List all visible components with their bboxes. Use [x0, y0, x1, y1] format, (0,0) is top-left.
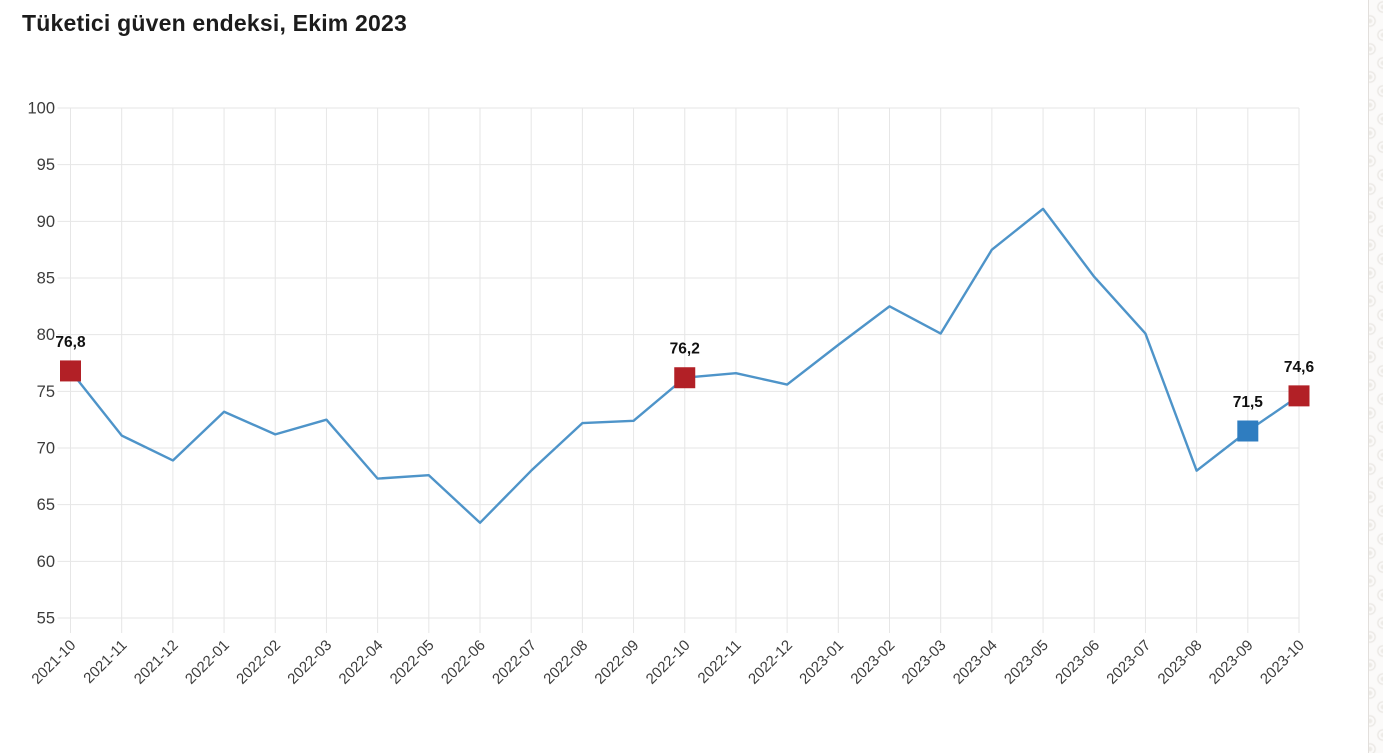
- x-tick-label: 2022-11: [695, 637, 745, 687]
- data-point-label-2023-09: 71,5: [1233, 394, 1264, 411]
- data-point-marker-2023-09: [1237, 420, 1259, 442]
- x-tick-label: 2021-12: [131, 637, 182, 688]
- y-tick-label: 55: [37, 610, 55, 628]
- x-tick-label: 2022-07: [489, 637, 540, 688]
- x-tick-label: 2022-10: [643, 637, 694, 688]
- y-tick-label: 60: [37, 553, 55, 571]
- data-point-marker-2022-10: [674, 367, 696, 389]
- y-axis-tick-labels: 55 60 65 70 75 80 85 90 95 100: [27, 100, 55, 628]
- x-tick-label: 2023-07: [1103, 637, 1154, 688]
- x-tick-label: 2023-04: [950, 637, 1001, 688]
- page-background-pattern-strip: [1368, 0, 1383, 753]
- data-point-label-2022-10: 76,2: [670, 341, 700, 358]
- x-tick-label: 2023-10: [1257, 637, 1308, 688]
- y-tick-label: 65: [37, 496, 55, 514]
- data-point-marker-2021-10: [60, 360, 81, 382]
- highlighted-points-group: 76,8 76,2 71,5 74,6: [55, 334, 1314, 442]
- x-tick-label: 2022-04: [335, 637, 386, 688]
- data-point-marker-2023-10: [1288, 385, 1310, 407]
- y-tick-label: 80: [37, 326, 55, 344]
- x-tick-label: 2022-01: [182, 637, 233, 688]
- data-point-label-2023-10: 74,6: [1284, 359, 1315, 376]
- x-tick-label: 2021-11: [80, 637, 130, 687]
- x-tick-label: 2022-06: [438, 637, 489, 688]
- x-tick-label: 2023-09: [1206, 637, 1257, 688]
- y-tick-label: 90: [37, 213, 55, 231]
- data-point-label-2021-10: 76,8: [55, 334, 86, 351]
- x-tick-label: 2023-01: [796, 637, 847, 688]
- x-tick-label: 2023-08: [1154, 637, 1205, 688]
- y-tick-label: 75: [37, 383, 55, 401]
- y-tick-label: 70: [37, 440, 55, 458]
- x-tick-label: 2023-03: [899, 637, 950, 688]
- x-tick-label: 2022-12: [745, 637, 796, 688]
- x-tick-label: 2023-05: [1001, 637, 1052, 688]
- x-tick-label: 2022-05: [387, 637, 438, 688]
- x-tick-label: 2023-02: [847, 637, 898, 688]
- x-tick-label: 2022-08: [540, 637, 591, 688]
- x-tick-label: 2021-10: [28, 637, 79, 688]
- y-tick-label: 100: [27, 100, 55, 118]
- page-title: Tüketici güven endeksi, Ekim 2023: [22, 10, 407, 36]
- x-tick-label: 2023-06: [1052, 637, 1103, 688]
- x-axis-tick-labels: 2021-10 2021-11 2021-12 2022-01 2022-02 2022-…: [28, 637, 1307, 688]
- x-tick-label: 2022-02: [233, 637, 284, 688]
- y-tick-label: 85: [37, 270, 55, 288]
- y-tick-label: 95: [37, 156, 55, 174]
- x-tick-label: 2022-03: [284, 637, 335, 688]
- gridlines-group: [57, 107, 1300, 633]
- x-tick-label: 2022-09: [591, 637, 642, 688]
